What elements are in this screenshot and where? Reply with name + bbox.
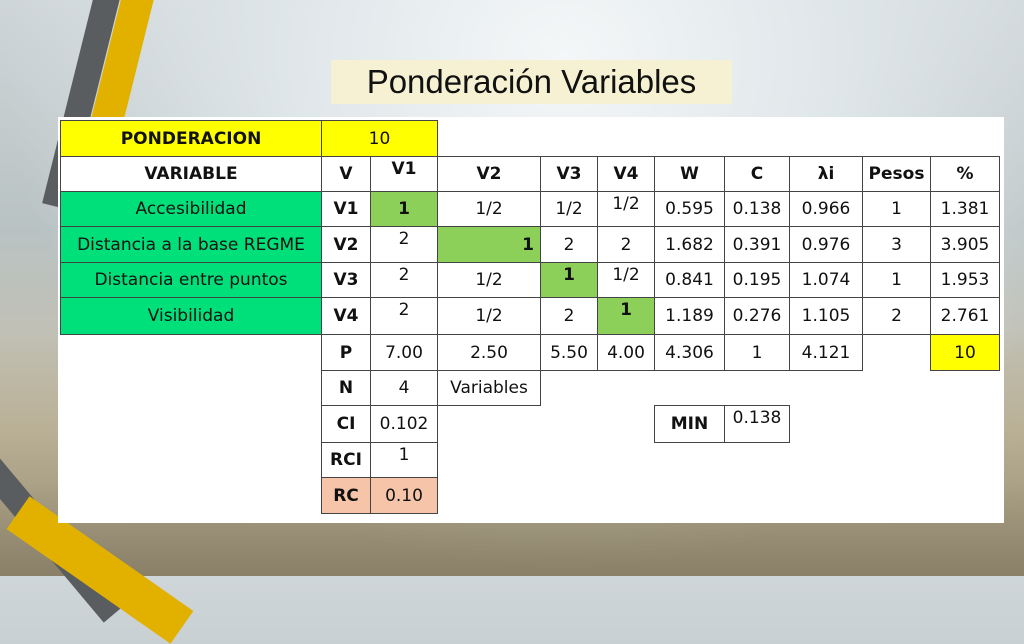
percent-cell: 2.761	[930, 297, 1000, 335]
rc-value: 0.10	[370, 477, 438, 514]
c-cell: 0.276	[724, 297, 790, 335]
matrix-cell: 1/2	[597, 191, 655, 227]
matrix-cell: 1	[540, 262, 598, 298]
p-cell: 4.00	[597, 334, 655, 371]
matrix-cell: 1	[370, 191, 438, 227]
header-v: V	[321, 156, 371, 192]
variable-code: V2	[321, 226, 371, 263]
matrix-cell: 1/2	[597, 262, 655, 298]
variable-name: Visibilidad	[60, 297, 322, 335]
header-percent: %	[930, 156, 1000, 192]
variable-code: V3	[321, 262, 371, 298]
pesos-cell: 1	[862, 191, 931, 227]
percent-cell: 3.905	[930, 226, 1000, 263]
w-cell: 1.682	[654, 226, 725, 263]
min-label: MIN	[654, 405, 725, 443]
pesos-cell: 2	[862, 297, 931, 335]
matrix-cell: 1/2	[437, 297, 541, 335]
ponderacion-label: PONDERACION	[60, 120, 322, 157]
p-cell: 4.306	[654, 334, 725, 371]
lambda-cell: 1.105	[789, 297, 863, 335]
lambda-cell: 0.966	[789, 191, 863, 227]
n-value: 4	[370, 370, 438, 406]
ponderacion-value: 10	[321, 120, 438, 157]
matrix-cell: 2	[370, 226, 438, 263]
w-cell: 1.189	[654, 297, 725, 335]
header-pesos: Pesos	[862, 156, 931, 192]
rci-value: 1	[370, 442, 438, 478]
p-cell: 5.50	[540, 334, 598, 371]
percent-cell: 1.381	[930, 191, 1000, 227]
p-cell: 1	[724, 334, 790, 371]
header-v2: V2	[437, 156, 541, 192]
p-cell: 4.121	[789, 334, 863, 371]
header-variable: VARIABLE	[60, 156, 322, 192]
variable-code: V1	[321, 191, 371, 227]
c-cell: 0.138	[724, 191, 790, 227]
p-cell: 7.00	[370, 334, 438, 371]
variable-code: V4	[321, 297, 371, 335]
slide-title: Ponderación Variables	[331, 60, 732, 104]
matrix-cell: 1	[437, 226, 541, 263]
header-v3: V3	[540, 156, 598, 192]
variable-name: Distancia a la base REGME	[60, 226, 322, 263]
lambda-cell: 0.976	[789, 226, 863, 263]
header-lambda: λi	[789, 156, 863, 192]
matrix-cell: 2	[370, 262, 438, 298]
pesos-cell: 3	[862, 226, 931, 263]
header-c: C	[724, 156, 790, 192]
pesos-cell: 1	[862, 262, 931, 298]
matrix-cell: 1/2	[437, 191, 541, 227]
header-w: W	[654, 156, 725, 192]
matrix-cell: 1	[597, 297, 655, 335]
w-cell: 0.841	[654, 262, 725, 298]
c-cell: 0.195	[724, 262, 790, 298]
p-label: P	[321, 334, 371, 371]
weighting-table: PONDERACION 10 VARIABLE V V1 V2 V3 V4 W …	[58, 117, 1004, 523]
rci-label: RCI	[321, 442, 371, 478]
matrix-cell: 2	[370, 297, 438, 335]
w-cell: 0.595	[654, 191, 725, 227]
matrix-cell: 2	[540, 226, 598, 263]
c-cell: 0.391	[724, 226, 790, 263]
header-v4: V4	[597, 156, 655, 192]
matrix-cell: 1/2	[437, 262, 541, 298]
rc-label: RC	[321, 477, 371, 514]
ci-value: 0.102	[370, 405, 438, 443]
percent-cell: 1.953	[930, 262, 1000, 298]
ci-label: CI	[321, 405, 371, 443]
variable-name: Accesibilidad	[60, 191, 322, 227]
variable-name: Distancia entre puntos	[60, 262, 322, 298]
matrix-cell: 2	[540, 297, 598, 335]
min-value: 0.138	[724, 405, 790, 443]
matrix-cell: 2	[597, 226, 655, 263]
n-note: Variables	[437, 370, 541, 406]
lambda-cell: 1.074	[789, 262, 863, 298]
total-percent-cell: 10	[930, 334, 1000, 371]
matrix-cell: 1/2	[540, 191, 598, 227]
n-label: N	[321, 370, 371, 406]
p-cell: 2.50	[437, 334, 541, 371]
header-v1: V1	[370, 156, 438, 192]
